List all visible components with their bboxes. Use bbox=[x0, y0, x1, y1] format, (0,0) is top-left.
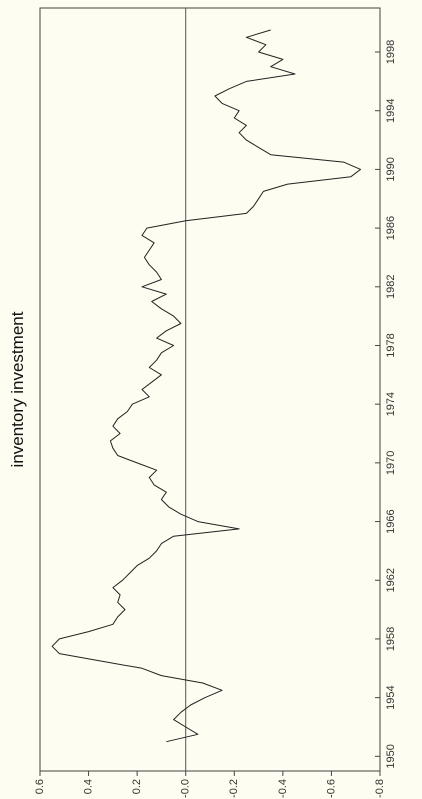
y-tick-label: -0.8 bbox=[374, 779, 386, 798]
y-tick-label: 0.2 bbox=[131, 779, 143, 794]
y-tick-label: -0.6 bbox=[325, 779, 337, 798]
x-tick-label: 1986 bbox=[385, 216, 397, 240]
x-tick-label: 1982 bbox=[385, 275, 397, 299]
plot-frame bbox=[39, 7, 381, 772]
x-tick-label: 1950 bbox=[385, 744, 397, 768]
series-layer bbox=[51, 29, 362, 743]
y-tick-label: -0.2 bbox=[228, 779, 240, 798]
y-tick-label: -0.4 bbox=[277, 779, 289, 798]
x-tick-label: 1966 bbox=[385, 509, 397, 533]
y-tick-label: 0.4 bbox=[82, 779, 94, 794]
y-axis: 0.6 0.4 0.2 -0.0 -0.2 -0.4 -0.6 -0.8 bbox=[34, 771, 386, 798]
x-axis: 1950 1954 1958 1962 1966 1970 1974 1978 1982 1986… bbox=[375, 40, 397, 769]
x-tick-label: 1974 bbox=[385, 392, 397, 416]
x-tick-label: 1958 bbox=[385, 627, 397, 651]
x-tick-label: 1990 bbox=[385, 157, 397, 181]
x-tick-label: 1954 bbox=[385, 685, 397, 709]
y-tick-label: -0.0 bbox=[180, 779, 192, 798]
series-line bbox=[51, 29, 362, 743]
x-tick-label: 1962 bbox=[385, 568, 397, 592]
x-tick-label: 1998 bbox=[385, 40, 397, 64]
x-tick-label: 1970 bbox=[385, 451, 397, 475]
x-tick-label: 1994 bbox=[385, 98, 397, 122]
chart-title: inventory investment bbox=[8, 311, 27, 467]
x-tick-label: 1978 bbox=[385, 333, 397, 357]
y-tick-label: 0.6 bbox=[34, 779, 46, 794]
